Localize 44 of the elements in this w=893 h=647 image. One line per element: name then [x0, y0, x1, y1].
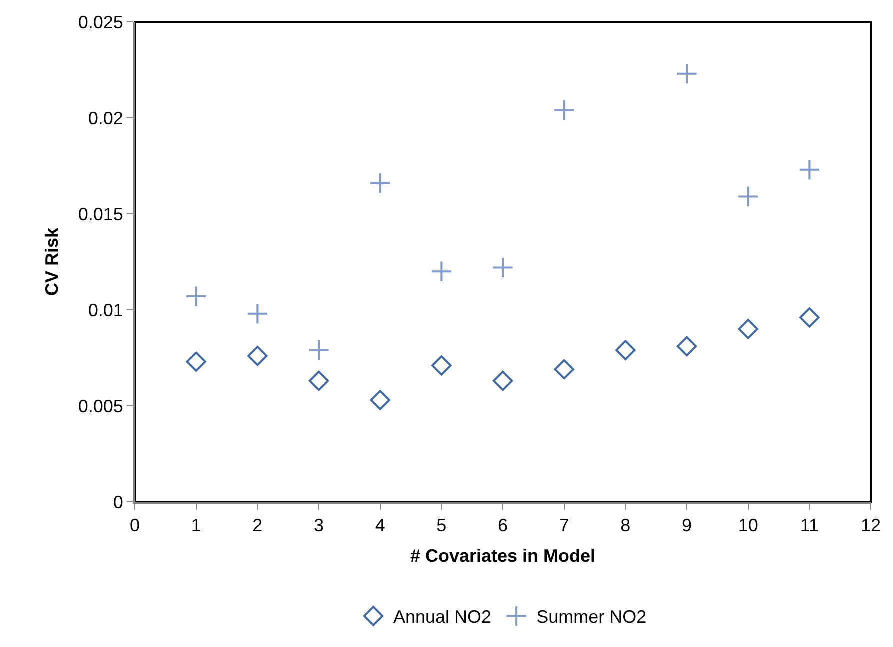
y-tick-label: 0.01 — [88, 300, 124, 320]
x-tick-label: 6 — [498, 516, 508, 536]
point — [246, 303, 268, 325]
legend-label: Summer NO2 — [536, 607, 647, 628]
y-tick-label: 0.005 — [78, 396, 124, 416]
legend-label: Annual NO2 — [394, 607, 492, 628]
x-axis-title: # Covariates in Model — [410, 546, 596, 566]
point — [554, 100, 576, 122]
point — [186, 286, 208, 308]
point — [616, 340, 636, 360]
x-tick-label: 0 — [130, 516, 140, 536]
y-axis-title: CV Risk — [42, 227, 62, 296]
x-tick-label: 5 — [436, 516, 447, 536]
point — [738, 319, 758, 340]
x-tick-label: 3 — [314, 516, 324, 536]
x-tick-label: 1 — [191, 516, 202, 536]
y-tick-label: 0 — [113, 492, 124, 512]
point — [676, 336, 698, 357]
point — [308, 340, 330, 362]
point — [492, 256, 514, 279]
point — [430, 260, 452, 282]
point — [798, 159, 820, 181]
point — [800, 308, 820, 328]
point — [432, 356, 452, 376]
point — [676, 63, 698, 85]
point — [370, 390, 390, 410]
y-tick-label: 0.015 — [78, 204, 124, 224]
x-tick-label: 4 — [375, 516, 386, 536]
x-tick-label: 8 — [620, 516, 631, 536]
x-tick-label: 2 — [252, 516, 263, 536]
x-tick-label: 11 — [800, 516, 820, 536]
point — [186, 352, 206, 372]
x-tick-label: 10 — [738, 516, 758, 536]
y-tick-label: 0.025 — [78, 12, 124, 32]
x-tick-label: 9 — [682, 516, 692, 536]
x-tick-label: 7 — [559, 516, 570, 536]
point — [308, 370, 330, 392]
point — [738, 186, 760, 208]
point — [554, 359, 574, 380]
point — [370, 172, 392, 194]
point — [492, 370, 514, 392]
point — [248, 346, 268, 366]
x-tick-label: 12 — [860, 516, 882, 536]
y-tick-label: 0.02 — [88, 108, 124, 128]
